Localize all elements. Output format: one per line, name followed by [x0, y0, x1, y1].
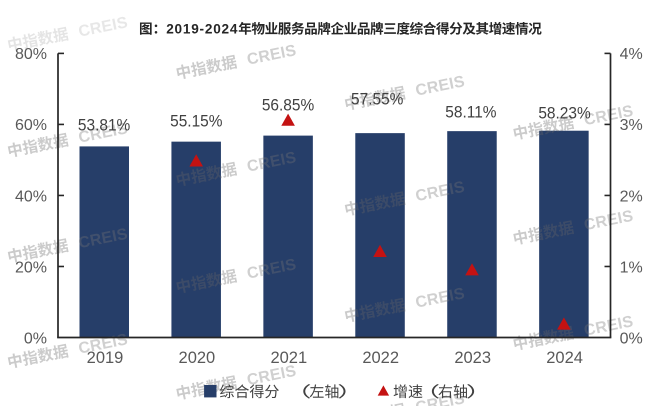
svg-text:4%: 4% — [620, 46, 643, 63]
svg-text:40%: 40% — [15, 188, 47, 205]
svg-text:53.81%: 53.81% — [78, 116, 130, 135]
svg-text:80%: 80% — [15, 46, 47, 63]
svg-text:2021: 2021 — [270, 349, 307, 367]
svg-text:1%: 1% — [620, 259, 643, 276]
svg-text:56.85%: 56.85% — [262, 96, 314, 115]
svg-text:58.23%: 58.23% — [538, 104, 590, 123]
svg-text:2019-2024: 2019-2024 — [166, 22, 238, 37]
svg-text:0%: 0% — [24, 330, 47, 347]
svg-text:2020: 2020 — [179, 349, 216, 367]
svg-text:58.11%: 58.11% — [445, 103, 496, 122]
svg-text:20%: 20% — [15, 259, 47, 276]
svg-text:0%: 0% — [620, 330, 643, 347]
svg-text:2019: 2019 — [87, 349, 124, 367]
svg-text:3%: 3% — [620, 117, 643, 134]
svg-text:2024: 2024 — [546, 349, 583, 367]
svg-text:2%: 2% — [620, 188, 643, 205]
svg-text:57.55%: 57.55% — [351, 90, 403, 109]
svg-text:55.15%: 55.15% — [170, 112, 222, 131]
svg-text:2023: 2023 — [454, 349, 491, 367]
svg-text:60%: 60% — [15, 117, 47, 134]
svg-text:2022: 2022 — [362, 349, 399, 367]
